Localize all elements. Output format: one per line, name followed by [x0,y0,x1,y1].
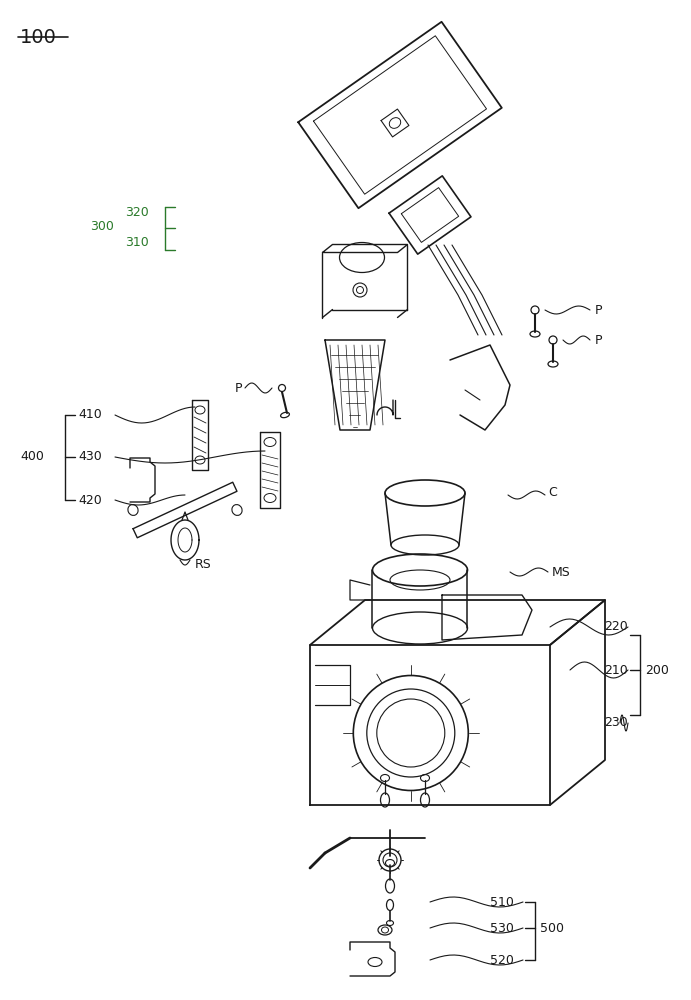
Text: P: P [235,381,243,394]
Text: P: P [595,304,603,316]
Text: 200: 200 [645,664,669,676]
Text: 510: 510 [490,896,514,908]
Text: 400: 400 [20,450,44,464]
Text: P: P [595,334,603,347]
Text: 500: 500 [540,922,564,934]
Text: C: C [548,487,557,499]
Text: 100: 100 [20,28,57,47]
Text: MS: MS [552,566,571,578]
Text: 410: 410 [78,408,102,422]
Text: 420: 420 [78,493,102,506]
Text: 220: 220 [604,620,627,634]
Text: 230: 230 [604,716,627,730]
Text: 530: 530 [490,922,514,934]
Text: 310: 310 [125,235,149,248]
Text: 300: 300 [90,221,114,233]
Text: 320: 320 [125,206,149,219]
Text: 210: 210 [604,664,627,676]
Text: 430: 430 [78,450,102,464]
Text: RS: RS [195,558,211,572]
Text: 520: 520 [490,954,514,966]
